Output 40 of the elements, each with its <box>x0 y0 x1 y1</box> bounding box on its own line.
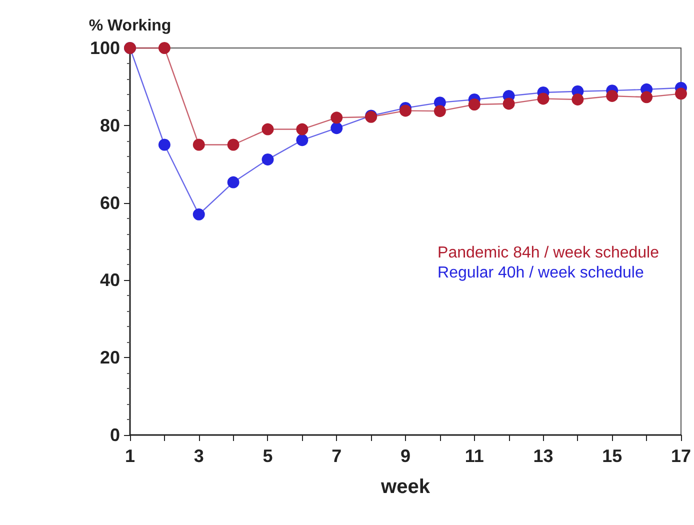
point <box>296 134 308 146</box>
x-tick-label: 15 <box>602 446 622 466</box>
point <box>296 123 308 136</box>
x-tick-label: 13 <box>533 446 554 466</box>
point <box>330 122 343 134</box>
x-tick-label: 1 <box>124 446 136 466</box>
y-tick-label: 80 <box>100 115 120 136</box>
point <box>192 138 205 151</box>
point <box>502 98 515 110</box>
point <box>606 90 618 102</box>
x-tick-label: 9 <box>400 446 410 466</box>
point <box>400 104 412 117</box>
y-axis-title: % Working <box>88 18 172 34</box>
x-tick-label: 11 <box>464 446 484 466</box>
y-tick-label: 0 <box>110 425 120 445</box>
x-axis-title: week <box>380 476 431 498</box>
point <box>537 92 550 105</box>
point <box>330 112 343 124</box>
point <box>262 123 274 136</box>
point <box>227 138 240 151</box>
text: Pandemic 84h / week schedule <box>438 244 660 262</box>
x-tick-label: 5 <box>262 446 273 466</box>
x-tick-label: 3 <box>194 446 204 466</box>
point <box>262 153 274 166</box>
x-tick-label: 7 <box>332 446 342 466</box>
y-tick-label: 40 <box>100 270 120 290</box>
y-tick-label: 100 <box>90 38 120 58</box>
point <box>640 91 653 104</box>
point <box>192 208 205 220</box>
point <box>158 138 170 151</box>
point <box>158 42 170 54</box>
point <box>227 176 240 188</box>
point <box>572 93 584 106</box>
y-tick-label: 20 <box>100 348 120 368</box>
point <box>434 105 446 118</box>
point <box>675 88 687 100</box>
y-tick-label: 60 <box>100 192 120 213</box>
point <box>468 98 480 110</box>
text: Regular 40h / week schedule <box>438 264 644 282</box>
x-tick-label: 17 <box>670 446 692 466</box>
